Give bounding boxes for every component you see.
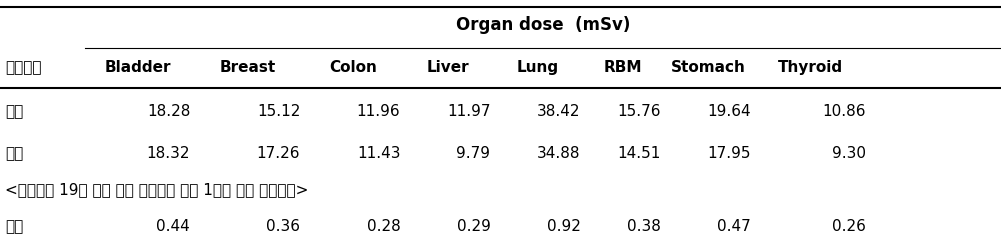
Text: 18.32: 18.32 — [147, 146, 190, 161]
Text: 종합검진: 종합검진 — [5, 60, 41, 75]
Text: Stomach: Stomach — [671, 60, 746, 75]
Text: 17.95: 17.95 — [708, 146, 751, 161]
Text: 11.43: 11.43 — [357, 146, 400, 161]
Text: Lung: Lung — [517, 60, 560, 75]
Text: 10.86: 10.86 — [823, 104, 866, 119]
Text: 38.42: 38.42 — [538, 104, 581, 119]
Text: 0.29: 0.29 — [456, 219, 490, 234]
Text: 0.92: 0.92 — [547, 219, 581, 234]
Text: 17.26: 17.26 — [257, 146, 300, 161]
Text: 14.51: 14.51 — [618, 146, 661, 161]
Text: 여성: 여성 — [5, 146, 23, 161]
Text: Breast: Breast — [219, 60, 276, 75]
Text: 남성: 남성 — [5, 219, 23, 234]
Text: Thyroid: Thyroid — [778, 60, 844, 75]
Text: 남성: 남성 — [5, 104, 23, 119]
Text: 9.30: 9.30 — [832, 146, 866, 161]
Text: 0.36: 0.36 — [266, 219, 300, 234]
Text: 15.12: 15.12 — [257, 104, 300, 119]
Text: 0.44: 0.44 — [156, 219, 190, 234]
Text: Organ dose  (mSv): Organ dose (mSv) — [455, 16, 631, 34]
Text: Colon: Colon — [329, 60, 376, 75]
Text: 34.88: 34.88 — [538, 146, 581, 161]
Text: Liver: Liver — [426, 60, 469, 75]
Text: 15.76: 15.76 — [618, 104, 661, 119]
Text: 18.28: 18.28 — [147, 104, 190, 119]
Text: 19.64: 19.64 — [707, 104, 751, 119]
Text: 11.96: 11.96 — [356, 104, 400, 119]
Text: 0.38: 0.38 — [627, 219, 661, 234]
Text: 9.79: 9.79 — [456, 146, 490, 161]
Text: 0.26: 0.26 — [832, 219, 866, 234]
Text: RBM: RBM — [604, 60, 643, 75]
Text: 11.97: 11.97 — [447, 104, 490, 119]
Text: Bladder: Bladder — [104, 60, 171, 75]
Text: 0.28: 0.28 — [366, 219, 400, 234]
Text: 0.47: 0.47 — [717, 219, 751, 234]
Text: <우리나라 19세 이상 성인 전체에서 평균 1인당 노출 장기선량>: <우리나라 19세 이상 성인 전체에서 평균 1인당 노출 장기선량> — [5, 182, 308, 197]
